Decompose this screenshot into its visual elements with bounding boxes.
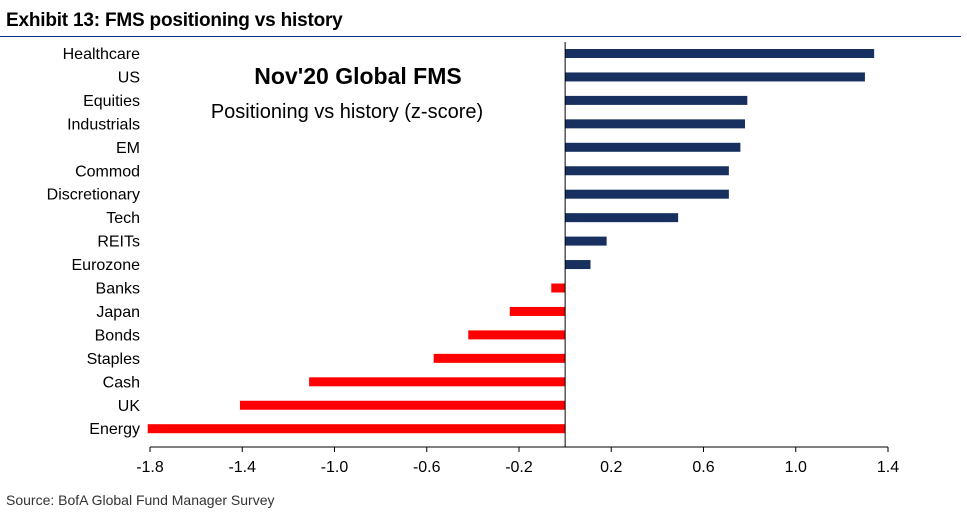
x-tick-label: -1.8 [136,459,164,476]
bars-group [147,49,875,434]
category-label: Eurozone [72,257,141,274]
x-tick-label: -0.6 [413,459,441,476]
bar-reits [565,236,607,246]
category-label: UK [118,398,141,415]
category-label: Industrials [67,116,140,133]
bar-equities [565,95,748,105]
bar-staples [433,353,566,363]
x-tick-label: 0.2 [600,459,622,476]
category-label: Healthcare [63,46,140,63]
bar-cash [309,377,566,387]
x-tick-label: 1.0 [785,459,807,476]
category-label: REITs [97,234,140,251]
category-labels-group: Healthcare US Equities Industrials EM Commod D… [47,46,141,438]
bar-em [565,142,741,152]
bar-energy [147,424,566,434]
bar-uk [239,400,566,410]
category-label: Staples [87,351,140,368]
bar-tech [565,213,679,223]
bar-healthcare [565,49,875,58]
category-label: Banks [96,281,140,298]
category-label: Commod [75,163,140,180]
category-label: EM [116,140,140,157]
category-label: Japan [96,304,140,321]
exhibit-title: Exhibit 13: FMS positioning vs history [6,10,343,31]
category-label: Cash [103,374,140,391]
chart-subtitle: Positioning vs history (z-score) [211,101,483,123]
category-label: Tech [106,210,140,227]
x-tick-label: 1.4 [877,459,899,476]
category-label: Energy [89,421,140,438]
bar-eurozone [565,260,591,270]
bar-banks [551,283,566,293]
bar-industrials [565,119,746,129]
bar-commod [565,166,729,176]
x-tick-label: -0.2 [505,459,533,476]
x-tick-label: 0.6 [692,459,714,476]
x-tick-label: -1.0 [321,459,349,476]
category-label: US [118,69,140,86]
category-label: Discretionary [47,187,140,204]
title-rule [0,36,961,37]
axis-group: -1.8 -1.4 -1.0 -0.6 -0.2 0.2 0.6 1.0 1.4 [136,42,899,476]
category-label: Equities [83,93,140,110]
bar-bonds [468,330,566,340]
bar-discretionary [565,189,729,199]
category-label: Bonds [95,327,140,344]
x-tick-label: -1.4 [228,459,256,476]
source-note: Source: BofA Global Fund Manager Survey [6,492,275,508]
chart-title: Nov'20 Global FMS [254,63,461,89]
bar-us [565,72,865,82]
bar-japan [509,306,566,316]
